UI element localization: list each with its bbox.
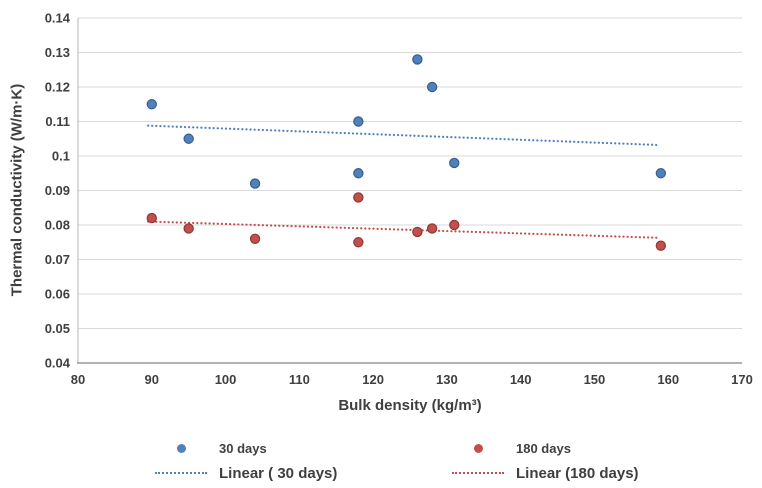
y-tick-label: 0.04 bbox=[45, 356, 71, 371]
y-tick-label: 0.14 bbox=[45, 11, 71, 26]
x-tick-label: 130 bbox=[436, 372, 458, 387]
y-tick-label: 0.1 bbox=[52, 149, 70, 164]
x-tick-label: 170 bbox=[731, 372, 753, 387]
legend-item-30-days: 30 days bbox=[155, 437, 452, 459]
y-tick-label: 0.05 bbox=[45, 321, 70, 336]
legend-label-180-days: 180 days bbox=[516, 440, 571, 456]
y-tick-label: 0.11 bbox=[45, 114, 70, 129]
data-point-180-days bbox=[426, 223, 438, 234]
data-point-30-days bbox=[655, 168, 667, 179]
legend-dotted-line-30-days-icon bbox=[155, 472, 207, 474]
data-point-30-days bbox=[353, 116, 364, 127]
legend-label-linear-30-days: Linear ( 30 days) bbox=[219, 464, 338, 482]
legend-item-linear-180-days: Linear (180 days) bbox=[452, 462, 639, 484]
y-tick-label: 0.08 bbox=[45, 218, 70, 233]
legend-marker-30-days-icon bbox=[176, 443, 186, 453]
x-tick-label: 80 bbox=[71, 372, 85, 387]
x-tick-label: 110 bbox=[289, 372, 310, 387]
x-tick-label: 100 bbox=[215, 372, 237, 387]
data-point-30-days bbox=[146, 99, 157, 110]
x-tick-label: 150 bbox=[584, 372, 606, 387]
data-point-180-days bbox=[249, 233, 261, 244]
data-point-180-days bbox=[146, 212, 157, 224]
data-point-180-days bbox=[655, 240, 667, 251]
trendline-30-days bbox=[146, 124, 659, 147]
data-point-180-days bbox=[353, 192, 364, 203]
x-tick-label: 160 bbox=[657, 372, 679, 387]
data-point-30-days bbox=[249, 178, 261, 189]
data-point-30-days bbox=[412, 54, 423, 65]
y-tick-label: 0.13 bbox=[45, 45, 70, 60]
data-point-30-days bbox=[426, 81, 438, 93]
data-point-180-days bbox=[449, 219, 460, 231]
y-tick-label: 0.12 bbox=[45, 80, 70, 95]
data-point-30-days bbox=[449, 157, 460, 169]
x-axis-title: Bulk density (kg/m³) bbox=[338, 397, 482, 414]
data-point-30-days bbox=[183, 133, 194, 144]
x-tick-label: 120 bbox=[362, 372, 384, 387]
y-tick-label: 0.09 bbox=[45, 183, 70, 198]
x-tick-label: 140 bbox=[510, 372, 532, 387]
y-axis-title: Thermal conductivity (W/m·K) bbox=[8, 83, 26, 297]
y-tick-label: 0.06 bbox=[45, 287, 70, 302]
legend-dotted-line-180-days-icon bbox=[452, 472, 504, 474]
legend-label-linear-180-days: Linear (180 days) bbox=[516, 464, 639, 482]
trendline-180-days bbox=[146, 220, 659, 239]
legend-item-linear-30-days: Linear ( 30 days) bbox=[155, 462, 452, 484]
data-point-180-days bbox=[412, 226, 423, 238]
data-point-180-days bbox=[353, 237, 364, 248]
scatter-plot-canvas: 0.04 0.05 0.06 0.07 0.08 0.09 0.1 0.11 0.12 0.13 0… bbox=[45, 11, 753, 388]
data-point-30-days bbox=[353, 168, 364, 179]
y-tick-label: 0.07 bbox=[45, 252, 70, 267]
legend-label-30-days: 30 days bbox=[219, 440, 267, 456]
legend-marker-180-days-icon bbox=[473, 443, 483, 453]
x-tick-label: 90 bbox=[145, 372, 159, 387]
chart-legend: 30 days 180 days Linear ( 30 days) Linea… bbox=[155, 437, 639, 484]
data-point-180-days bbox=[183, 223, 194, 234]
legend-item-180-days: 180 days bbox=[452, 437, 639, 459]
